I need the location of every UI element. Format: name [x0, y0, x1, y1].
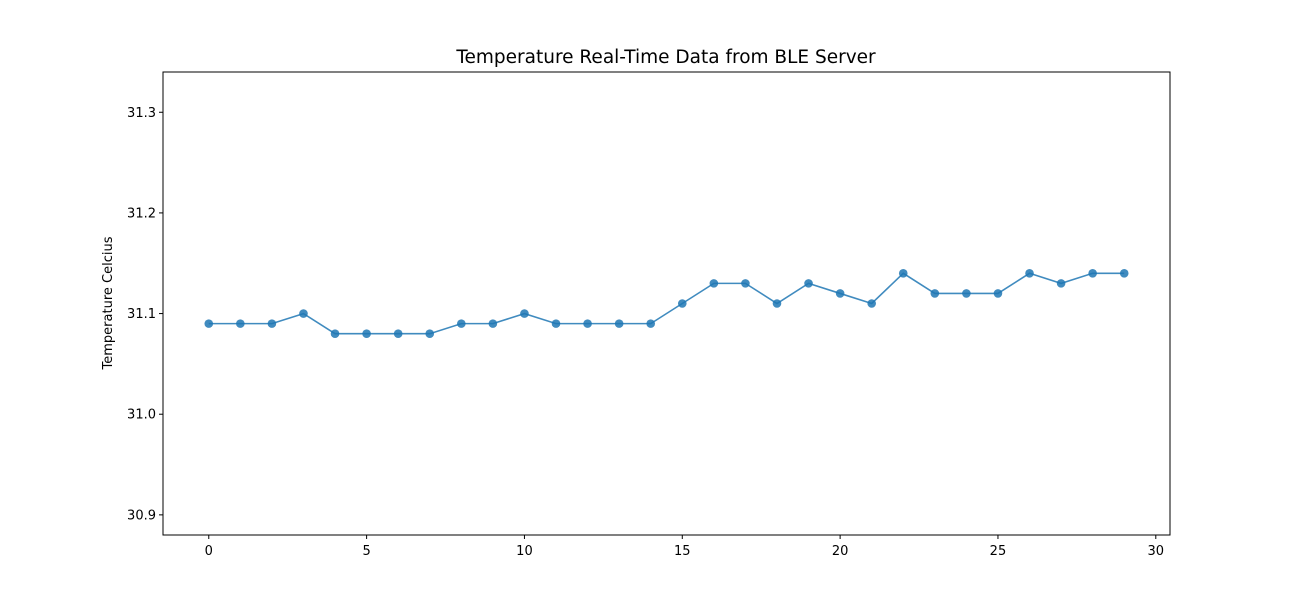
data-point	[1119, 269, 1129, 278]
x-tick-label: 30	[1148, 544, 1165, 559]
y-tick-label: 31.0	[127, 408, 156, 423]
data-point	[1056, 279, 1066, 288]
y-tick-label: 30.9	[127, 508, 156, 523]
data-point	[520, 309, 529, 318]
data-point	[488, 319, 498, 328]
x-tick-label: 25	[990, 544, 1007, 559]
data-point	[236, 319, 245, 328]
x-tick-label: 20	[832, 544, 849, 559]
x-axis: 0 5 10 15 20 25 30	[205, 535, 1164, 559]
data-point	[835, 289, 845, 298]
data-point	[267, 319, 277, 328]
x-tick-label: 5	[362, 544, 370, 559]
plot-area	[163, 72, 1170, 535]
data-point	[551, 319, 561, 328]
x-tick-label: 10	[516, 544, 533, 559]
data-point	[646, 319, 656, 328]
data-point	[204, 319, 214, 328]
data-point	[614, 319, 624, 328]
data-point	[709, 279, 719, 288]
data-point	[741, 279, 750, 288]
y-axis-label: Temperature Celcius	[101, 236, 116, 370]
x-tick-label: 15	[674, 544, 691, 559]
data-point	[898, 269, 908, 278]
data-point	[867, 299, 876, 308]
y-tick-label: 31.3	[127, 106, 156, 121]
data-point	[804, 279, 813, 288]
y-tick-label: 31.2	[127, 206, 156, 221]
y-tick-label: 31.1	[127, 307, 156, 322]
data-point	[583, 319, 592, 328]
x-tick-label: 0	[205, 544, 213, 559]
data-series	[204, 269, 1129, 338]
data-point	[362, 329, 371, 338]
chart-title: Temperature Real-Time Data from BLE Serv…	[455, 47, 876, 68]
data-point	[930, 289, 940, 298]
plot-frame	[162, 71, 1171, 536]
axes	[163, 72, 1170, 535]
data-point	[457, 319, 466, 328]
data-point	[772, 299, 782, 308]
data-point	[993, 289, 1003, 298]
data-point	[425, 329, 435, 338]
data-point	[393, 329, 403, 338]
data-point	[1088, 269, 1097, 278]
y-axis: 30.9 31.0 31.1 31.2 31.3	[127, 106, 163, 523]
data-point	[1025, 269, 1034, 278]
data-point	[962, 289, 971, 298]
data-point	[677, 299, 687, 308]
data-point	[330, 329, 340, 338]
series-line	[208, 272, 1125, 335]
data-point	[299, 309, 308, 318]
